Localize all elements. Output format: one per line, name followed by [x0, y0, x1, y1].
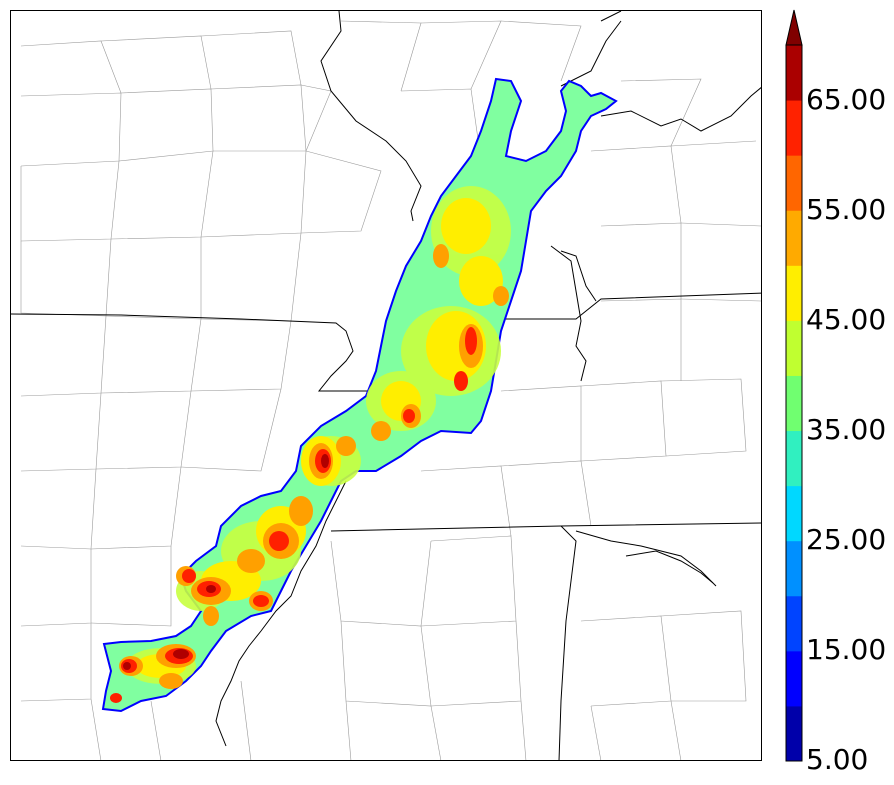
colorbar-segment: [786, 650, 802, 707]
radar-map: [10, 10, 762, 761]
swath-darkred-cores: [123, 454, 329, 670]
colorbar-label-45: 45.00: [806, 303, 887, 336]
county-borders: [20, 20, 761, 760]
reflectivity-map-svg: [11, 11, 761, 760]
colorbar-segment: [786, 210, 802, 266]
swath-outline: [101, 77, 618, 713]
colorbar-label-35: 35.00: [806, 413, 887, 446]
colorbar: [785, 9, 803, 762]
colorbar-segment: [786, 705, 802, 762]
colorbar-extend-arrow: [785, 9, 803, 46]
colorbar-segment: [786, 430, 802, 487]
colorbar-segment: [786, 265, 802, 321]
colorbar-segment: [786, 155, 802, 211]
colorbar-segment: [786, 595, 802, 652]
colorbar-border: [785, 44, 803, 762]
colorbar-segment: [786, 485, 802, 542]
colorbar-label-55: 55.00: [806, 193, 887, 226]
colorbar-segment: [786, 100, 802, 156]
colorbar-segment: [786, 320, 802, 376]
colorbar-label-15: 15.00: [806, 633, 887, 666]
swath-red-cores: [110, 327, 477, 703]
colorbar-segment: [786, 45, 802, 101]
colorbar-label-25: 25.00: [806, 523, 887, 556]
colorbar-segment: [786, 540, 802, 597]
colorbar-label-65: 65.00: [806, 83, 887, 116]
colorbar-label-5: 5.00: [806, 743, 869, 776]
reflectivity-swath: [101, 77, 618, 713]
colorbar-segment: [786, 375, 802, 432]
